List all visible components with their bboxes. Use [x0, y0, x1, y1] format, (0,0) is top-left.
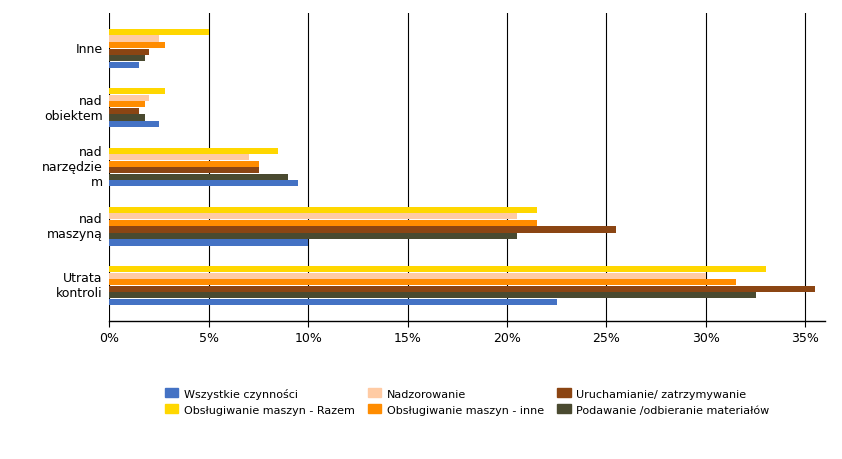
Legend: Wszystkie czynności, Obsługiwanie maszyn - Razem, Nadzorowanie, Obsługiwanie mas: Wszystkie czynności, Obsługiwanie maszyn… — [159, 382, 775, 420]
Bar — [109, 299, 557, 305]
Bar — [109, 115, 146, 121]
Bar — [109, 286, 815, 292]
Bar — [109, 181, 298, 187]
Bar — [109, 161, 258, 168]
Bar — [109, 207, 537, 213]
Bar — [109, 267, 765, 273]
Bar — [109, 240, 308, 246]
Bar — [109, 50, 149, 56]
Bar — [109, 30, 209, 36]
Bar — [109, 227, 616, 233]
Bar — [109, 214, 517, 220]
Bar — [109, 168, 258, 174]
Bar — [109, 220, 537, 226]
Bar — [109, 148, 279, 154]
Bar — [109, 102, 146, 108]
Bar — [109, 89, 165, 95]
Bar — [109, 233, 517, 240]
Bar — [109, 109, 139, 115]
Bar — [109, 174, 288, 180]
Bar — [109, 273, 706, 279]
Bar — [109, 95, 149, 102]
Bar — [109, 36, 159, 43]
Bar — [109, 122, 159, 128]
Bar — [109, 56, 146, 62]
Bar — [109, 43, 165, 49]
Bar — [109, 155, 248, 161]
Bar — [109, 62, 139, 68]
Bar — [109, 292, 755, 299]
Bar — [109, 280, 736, 285]
